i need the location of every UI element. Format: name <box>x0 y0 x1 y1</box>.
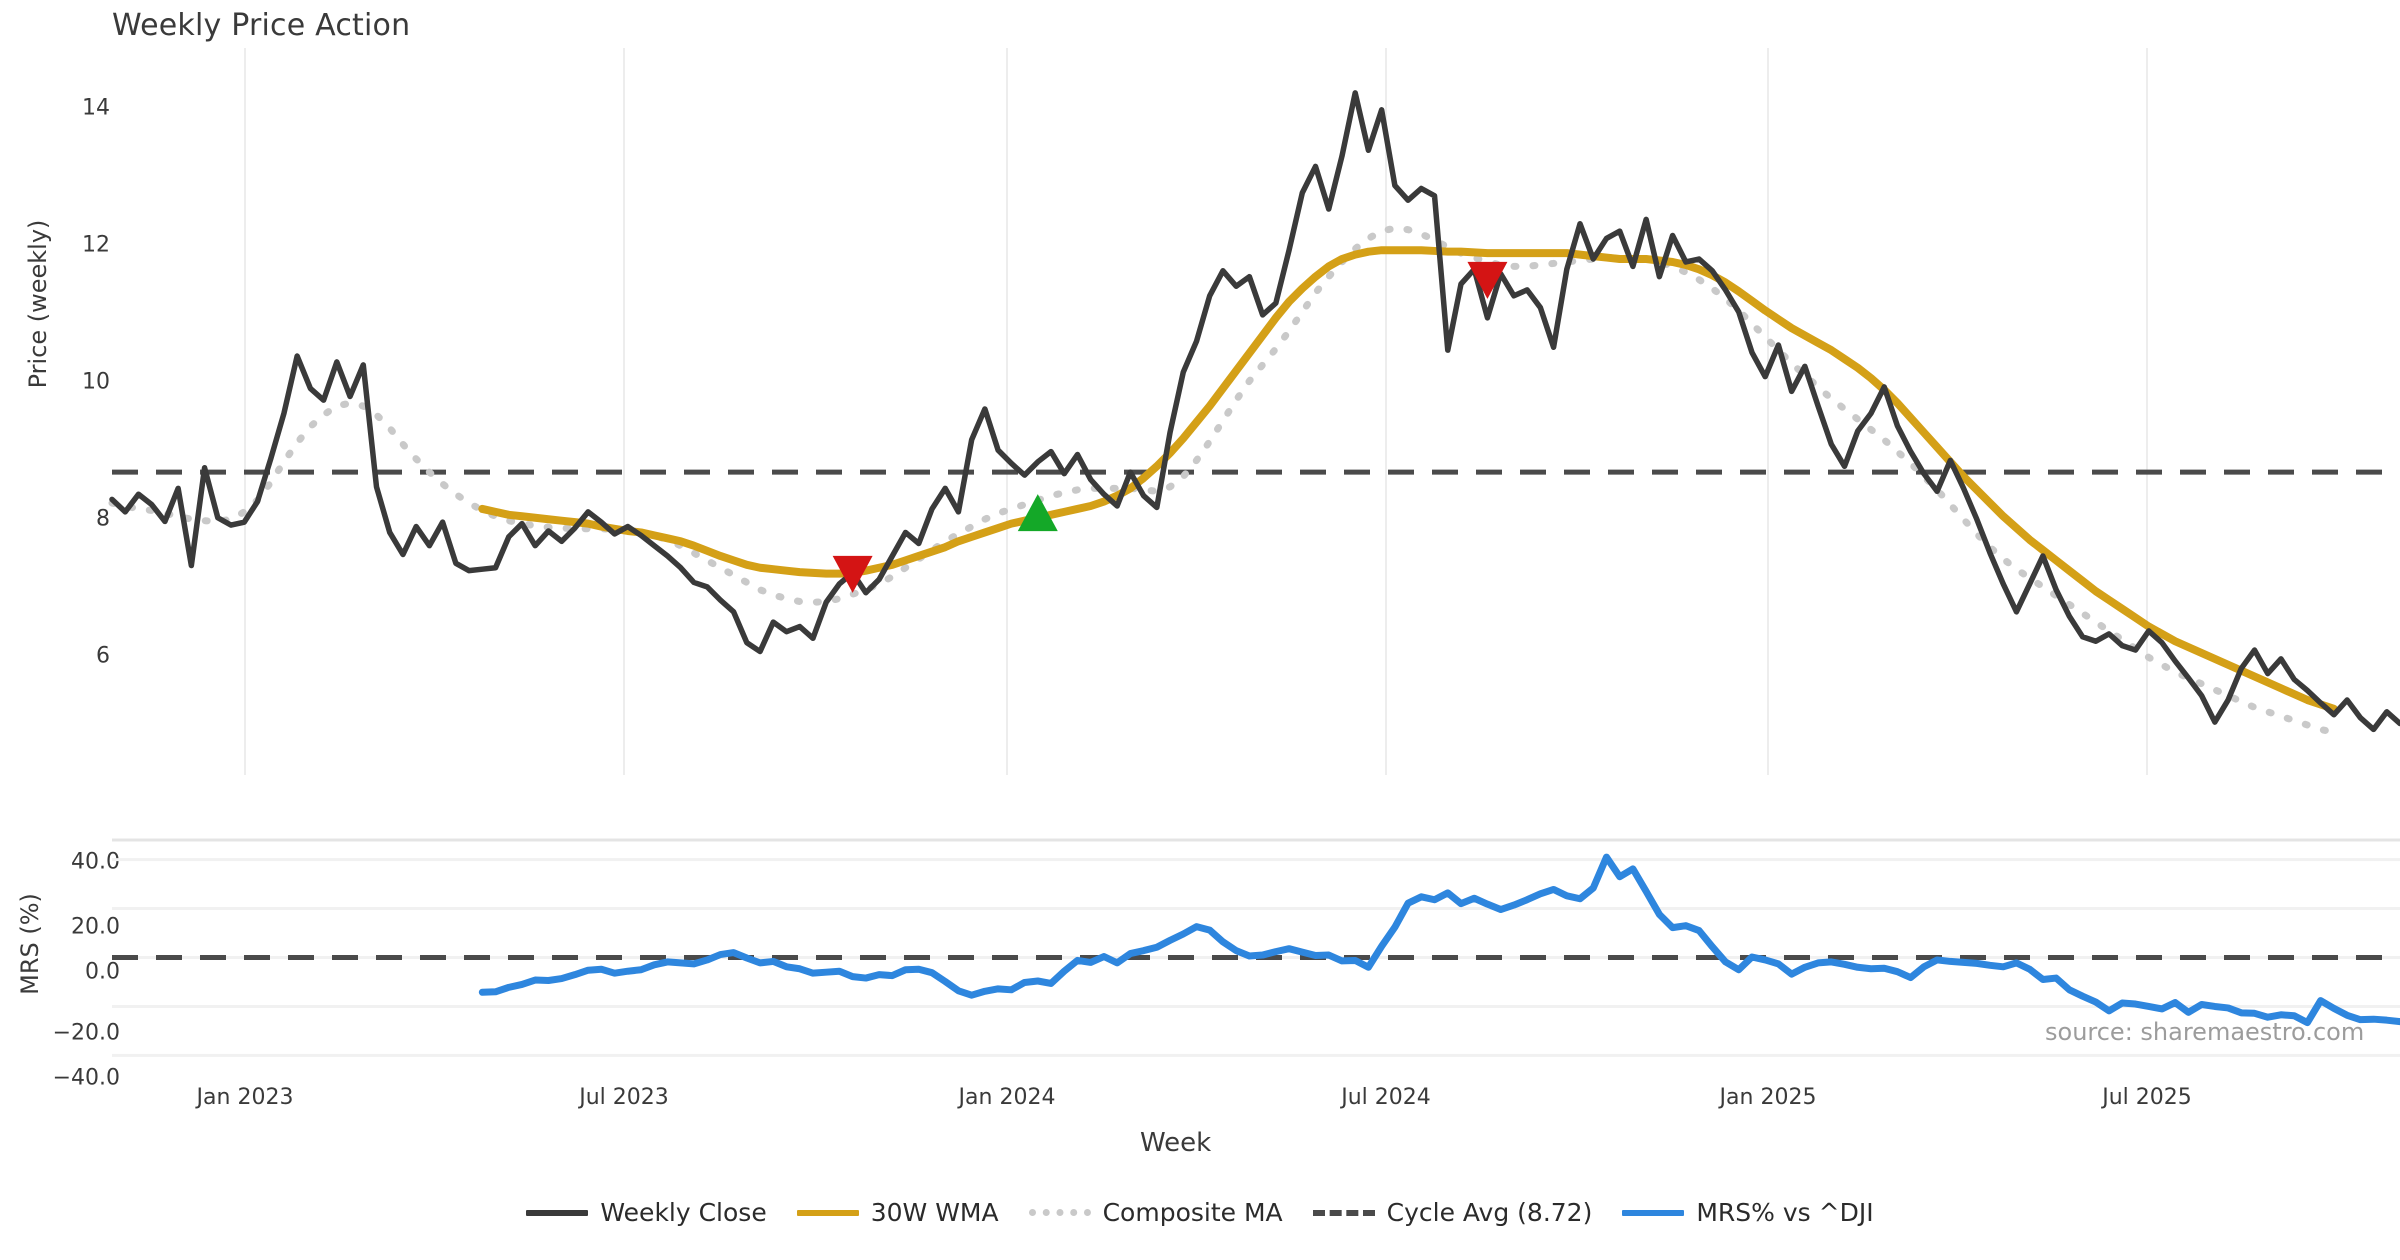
legend-item[interactable]: Cycle Avg (8.72) <box>1312 1198 1593 1227</box>
legend-item[interactable]: MRS% vs ^DJI <box>1622 1198 1874 1227</box>
xtick: Jan 2025 <box>1719 1085 1817 1110</box>
mrs-ytick: 0.0 <box>85 959 120 985</box>
legend-label: 30W WMA <box>870 1198 999 1227</box>
legend-label: Composite MA <box>1102 1198 1283 1227</box>
series-weekly-close <box>109 90 2400 733</box>
price-ytick: 8 <box>96 506 110 532</box>
legend-item[interactable]: Composite MA <box>1028 1198 1283 1227</box>
mrs-ytick: −20.0 <box>52 1020 120 1046</box>
price-ytick: 12 <box>82 232 110 258</box>
xtick: Jan 2023 <box>196 1085 294 1110</box>
page-title: Weekly Price Action <box>112 8 411 43</box>
xtick: Jul 2025 <box>2102 1085 2192 1110</box>
xtick: Jul 2023 <box>579 1085 669 1110</box>
price-ytick: 10 <box>82 369 110 395</box>
mrs-ytick: 20.0 <box>71 914 120 940</box>
buy-signal-marker <box>1017 494 1058 532</box>
xtick: Jul 2024 <box>1341 1085 1431 1110</box>
source-watermark: source: sharemaestro.com <box>2045 1018 2365 1046</box>
legend-swatch-dotted <box>1028 1209 1091 1216</box>
series-30w-wma <box>478 246 2338 713</box>
chart-legend: Weekly Close 30W WMA Composite MA Cycle Avg… <box>0 1198 2400 1227</box>
legend-item[interactable]: 30W WMA <box>796 1198 999 1227</box>
xtick: Jan 2024 <box>958 1085 1056 1110</box>
series-mrs-percent <box>478 853 2400 1027</box>
legend-swatch-dashed <box>1312 1209 1375 1216</box>
sell-signal-marker <box>832 555 873 593</box>
legend-label: MRS% vs ^DJI <box>1696 1198 1874 1227</box>
series-composite-ma <box>108 224 2338 736</box>
x-axis-label: Week <box>1140 1128 1212 1158</box>
legend-swatch-solid <box>526 1209 589 1216</box>
legend-swatch-solid <box>1622 1209 1685 1216</box>
price-ytick: 6 <box>96 643 110 669</box>
sell-signal-marker <box>1467 261 1508 299</box>
legend-item[interactable]: Weekly Close <box>526 1198 767 1227</box>
legend-label: Cycle Avg (8.72) <box>1386 1198 1593 1227</box>
mrs-ytick: 40.0 <box>71 849 120 875</box>
mrs-ytick: −40.0 <box>52 1065 120 1091</box>
legend-swatch-solid <box>796 1209 859 1216</box>
price-ytick: 14 <box>82 95 110 121</box>
legend-label: Weekly Close <box>600 1198 767 1227</box>
